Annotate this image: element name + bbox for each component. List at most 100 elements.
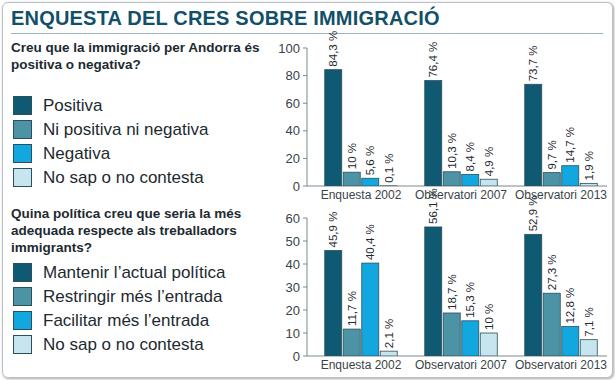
chart: 0 10 20 30 40 50 60 Enquesta 2002 Observatori 20… bbox=[286, 188, 608, 372]
y-tick-label: 60 bbox=[286, 96, 300, 111]
data-label: 8,4 % bbox=[464, 142, 476, 171]
bar bbox=[325, 250, 342, 356]
y-axis bbox=[307, 48, 308, 186]
bar bbox=[562, 327, 579, 356]
y-tick bbox=[303, 75, 307, 76]
y-tick bbox=[303, 103, 307, 104]
bar bbox=[325, 70, 342, 186]
bar bbox=[362, 263, 379, 356]
y-tick bbox=[303, 158, 307, 159]
data-label: 5,6 % bbox=[364, 146, 376, 175]
y-tick-label: 20 bbox=[286, 151, 300, 166]
bar bbox=[443, 172, 460, 186]
bar bbox=[562, 166, 579, 186]
y-tick bbox=[303, 333, 307, 334]
y-tick-label: 0 bbox=[293, 349, 300, 364]
y-tick-label: 50 bbox=[286, 234, 300, 249]
legend-swatch bbox=[13, 311, 32, 330]
main-title: ENQUESTA DEL CRES SOBRE IMMIGRACIÓ bbox=[11, 7, 440, 30]
question: Quina política creu que seria la més ade… bbox=[11, 205, 286, 256]
bar bbox=[580, 183, 597, 186]
bar bbox=[425, 81, 442, 186]
y-tick bbox=[303, 241, 307, 242]
legend-swatch bbox=[13, 120, 32, 139]
bar bbox=[525, 234, 542, 356]
data-label: 18,7 % bbox=[446, 274, 458, 310]
bar bbox=[362, 178, 379, 186]
y-tick-label: 80 bbox=[286, 68, 300, 83]
legend-label: Positiva bbox=[43, 94, 103, 117]
data-label: 11,7 % bbox=[346, 291, 358, 326]
legend-label: No sap o no contesta bbox=[43, 333, 204, 356]
data-label: 10 % bbox=[483, 304, 495, 330]
y-tick-label: 20 bbox=[286, 303, 300, 318]
data-label: 2,1 % bbox=[383, 319, 395, 348]
bars bbox=[325, 70, 598, 186]
bar bbox=[462, 174, 479, 186]
question: Creu que la immigració per Andorra és po… bbox=[11, 39, 286, 73]
y-tick-label: 30 bbox=[286, 280, 300, 295]
category-label: Enquesta 2002 bbox=[321, 188, 402, 202]
legend-swatch bbox=[13, 96, 32, 115]
bar bbox=[462, 321, 479, 356]
title-rule bbox=[11, 33, 603, 34]
bar bbox=[480, 179, 497, 186]
data-label: 0,1 % bbox=[383, 153, 395, 182]
bar bbox=[425, 227, 442, 356]
data-labels: 45,9 % 56,1 % 52,9 % 11,7 % 18,7 % 27,3 % 40,4… bbox=[327, 188, 595, 348]
legend-swatch bbox=[13, 335, 32, 354]
legend-label: Ni positiva ni negativa bbox=[43, 118, 208, 141]
legend-label: Negativa bbox=[43, 142, 110, 165]
data-label: 56,1 % bbox=[427, 188, 439, 224]
category-label: Enquesta 2002 bbox=[321, 358, 402, 372]
data-label: 9,7 % bbox=[546, 140, 558, 169]
bar bbox=[343, 329, 360, 356]
legend-swatch bbox=[13, 263, 32, 282]
data-label: 10 % bbox=[346, 143, 358, 169]
y-tick-label: 40 bbox=[286, 123, 300, 138]
y-tick-label: 10 bbox=[286, 326, 300, 341]
data-label: 27,3 % bbox=[546, 254, 558, 290]
bar bbox=[343, 172, 360, 186]
data-label: 10,3 % bbox=[446, 133, 458, 169]
y-tick bbox=[303, 356, 307, 357]
bar bbox=[543, 173, 560, 186]
data-label: 40,4 % bbox=[364, 224, 376, 260]
y-tick bbox=[303, 130, 307, 131]
data-label: 76,4 % bbox=[427, 42, 439, 78]
chart: 020406080100Enquesta 2002Observatori 200… bbox=[278, 31, 607, 202]
category-label: Observatori 2007 bbox=[415, 358, 507, 372]
frame: ENQUESTA DEL CRES SOBRE IMMIGRACIÓ 0 20 40… bbox=[2, 2, 613, 378]
legend-label: Restringir més l’entrada bbox=[43, 285, 223, 308]
bar bbox=[380, 351, 397, 356]
bar bbox=[380, 185, 397, 186]
data-label: 12,8 % bbox=[564, 288, 576, 324]
data-label: 45,9 % bbox=[327, 212, 339, 248]
bar bbox=[543, 293, 560, 356]
data-label: 4,9 % bbox=[483, 147, 495, 176]
data-label: 14,7 % bbox=[564, 127, 576, 163]
y-tick bbox=[303, 310, 307, 311]
data-label: 52,9 % bbox=[527, 196, 539, 232]
y-tick bbox=[303, 186, 307, 187]
legend-swatch bbox=[13, 144, 32, 163]
y-tick bbox=[303, 218, 307, 219]
data-label: 84,3 % bbox=[327, 31, 339, 67]
legend-swatch bbox=[13, 168, 32, 187]
bar bbox=[480, 333, 497, 356]
category-label: Observatori 2013 bbox=[515, 358, 607, 372]
data-label: 7,1 % bbox=[583, 307, 595, 336]
legend-label: Mantenir l’actual política bbox=[43, 261, 225, 284]
y-tick-label: 60 bbox=[286, 211, 300, 226]
legend-swatch bbox=[13, 287, 32, 306]
y-tick-label: 40 bbox=[286, 257, 300, 272]
y-tick bbox=[303, 287, 307, 288]
legend-label: No sap o no contesta bbox=[43, 166, 204, 189]
data-label: 15,3 % bbox=[464, 282, 476, 318]
y-tick-label: 0 bbox=[293, 179, 300, 194]
y-tick bbox=[303, 48, 307, 49]
bar bbox=[443, 313, 460, 356]
bar bbox=[525, 84, 542, 186]
data-label: 1,9 % bbox=[583, 151, 595, 180]
data-label: 73,7 % bbox=[527, 45, 539, 81]
